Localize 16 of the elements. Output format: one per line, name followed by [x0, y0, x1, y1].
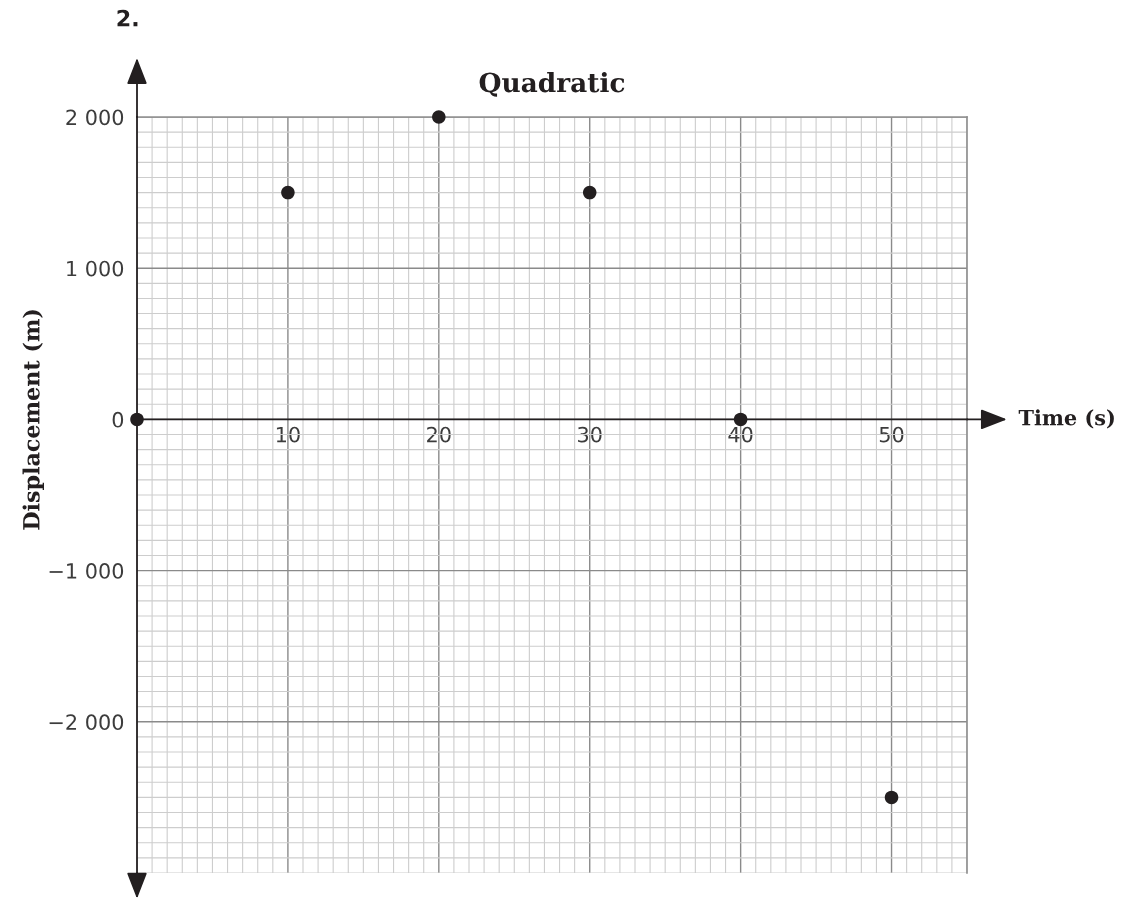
x-tick-label: 20	[427, 426, 451, 443]
y-tick-label: 1 000	[67, 260, 124, 277]
x-axis-title: Time (s)	[1018, 409, 1114, 429]
point	[733, 412, 748, 427]
y-axis-title: Displacement (m)	[22, 310, 44, 530]
point	[281, 185, 295, 200]
point	[884, 790, 899, 805]
y-tick-label: −1 000	[49, 563, 124, 579]
y-tick-label: 2 000	[66, 109, 124, 126]
point	[130, 412, 144, 427]
text: 2.	[117, 9, 138, 27]
point	[582, 185, 597, 200]
y-tick-label: −2 000	[49, 714, 124, 731]
y-tick-label: 0	[112, 411, 124, 428]
point	[432, 110, 446, 124]
chart-title: Quadratic	[479, 71, 625, 97]
